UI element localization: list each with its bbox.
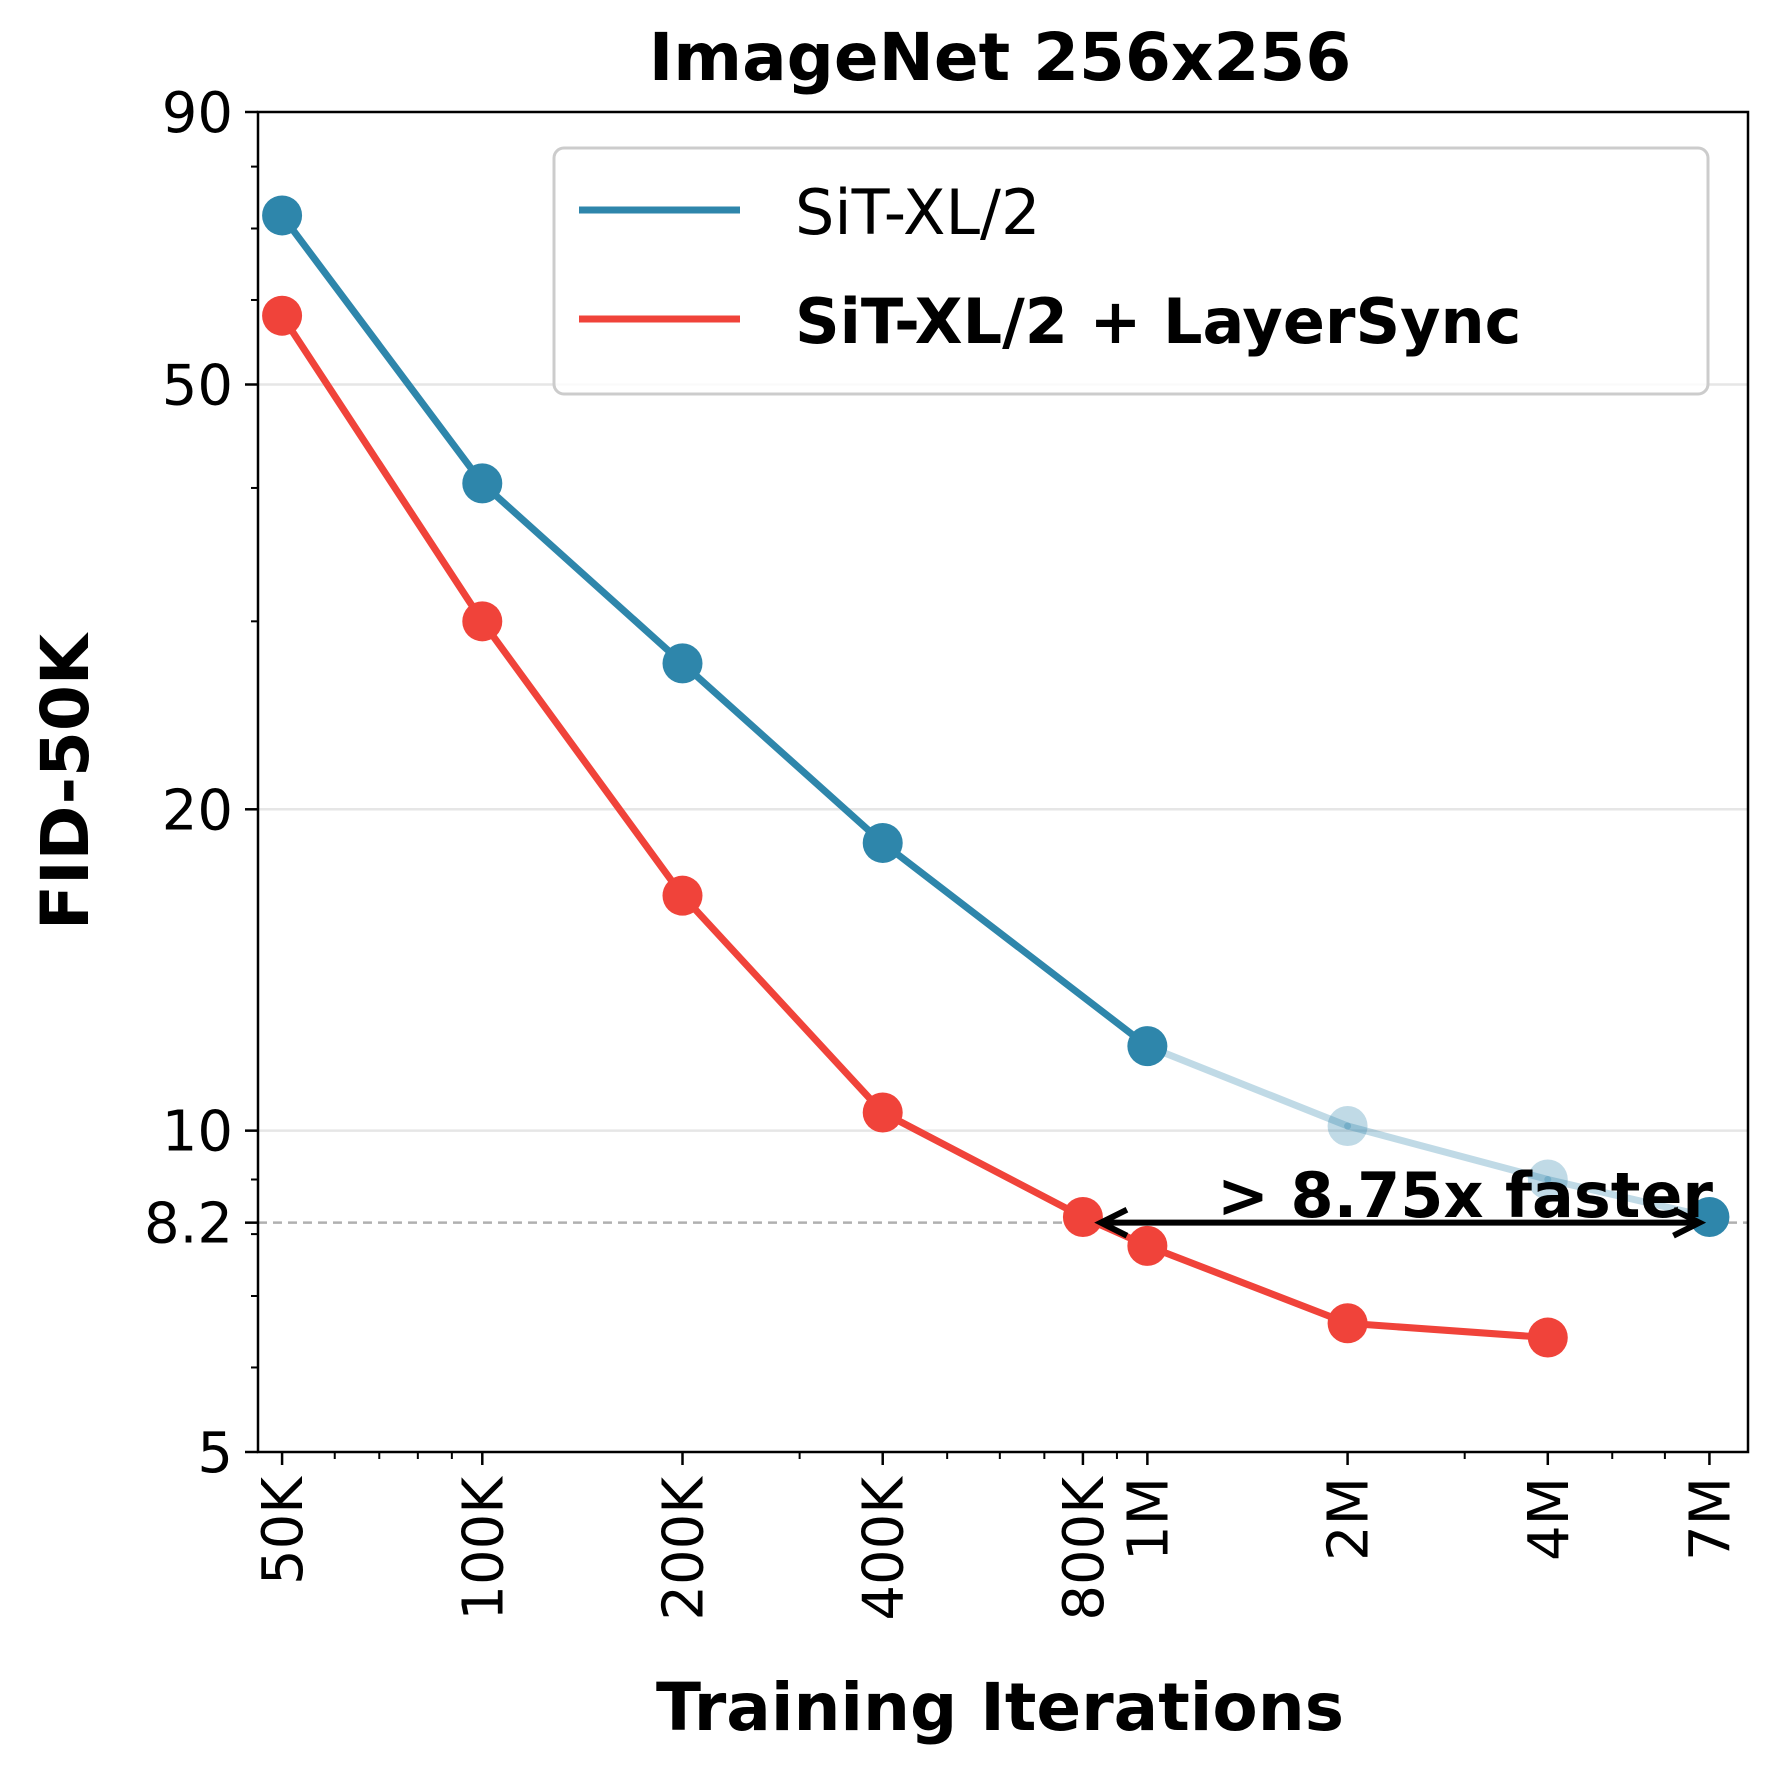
series-segment	[478, 617, 687, 900]
speedup-arrowhead-right	[1672, 1206, 1707, 1239]
x-tick-label: 400K	[852, 1476, 917, 1621]
series-segment	[1143, 1042, 1352, 1130]
y-axis-label: FID-50K	[27, 631, 104, 930]
legend-box	[552, 146, 1710, 396]
speedup-arrowhead-left	[1094, 1206, 1129, 1239]
layersync-point	[662, 875, 703, 916]
sit-point	[862, 822, 903, 863]
series-segment	[278, 312, 486, 625]
layersync-point	[1062, 1197, 1103, 1238]
legend-label-layersync: SiT-XL/2 + LayerSync	[795, 285, 1521, 358]
sit-point	[1689, 1197, 1730, 1238]
sit-point	[1327, 1106, 1368, 1147]
layersync-point	[1527, 1317, 1568, 1358]
x-tick-label: 100K	[451, 1476, 516, 1621]
x-tick-label: 800K	[1052, 1476, 1117, 1621]
y-tick-label: 10	[162, 1100, 233, 1165]
layersync-point	[1327, 1303, 1368, 1344]
y-tick-label: 8.2	[144, 1192, 233, 1257]
layersync-point	[462, 601, 503, 642]
layersync-point	[262, 295, 303, 336]
series-segment	[1344, 1319, 1552, 1342]
x-tick-label: 7M	[1678, 1477, 1743, 1561]
series-segment	[879, 1108, 1087, 1221]
y-tick-label: 50	[162, 354, 233, 419]
series-segment	[879, 839, 1151, 1050]
sit-point	[1527, 1159, 1568, 1200]
sit-point	[662, 643, 703, 684]
legend: SiT-XL/2 SiT-XL/2 + LayerSync	[552, 146, 1710, 396]
series-segment	[1344, 1122, 1552, 1183]
y-tick-label: 20	[162, 778, 233, 843]
x-tick-label: 2M	[1317, 1477, 1382, 1561]
chart-title: ImageNet 256x256	[649, 19, 1352, 96]
x-tick-label: 50K	[251, 1476, 316, 1585]
y-tick-label: 90	[162, 81, 233, 146]
sit-point	[1127, 1026, 1168, 1067]
x-axis-label: Training Iterations	[656, 1669, 1344, 1746]
series-segment	[1143, 1242, 1352, 1327]
series-segment	[679, 659, 887, 847]
x-tick-label: 200K	[652, 1476, 717, 1621]
sit-point	[262, 195, 303, 236]
series-layer	[262, 195, 1730, 1358]
layersync-point	[1127, 1225, 1168, 1266]
series-segment	[679, 892, 887, 1116]
x-tick-label: 1M	[1116, 1477, 1181, 1561]
sit-point	[462, 463, 503, 504]
legend-label-sit: SiT-XL/2	[795, 176, 1040, 249]
y-axis: 90 50 20 10 8.2 5	[144, 81, 258, 1486]
plot-frame	[256, 110, 1750, 1454]
series-segment	[478, 479, 687, 667]
x-axis: 50K 100K 200K 400K 800K 1M 2M 4M 7M	[251, 1452, 1743, 1621]
y-tick-label: 5	[197, 1421, 233, 1486]
series-segment	[278, 211, 486, 487]
speedup-annotation: > 8.75x faster	[1094, 1159, 1713, 1239]
layersync-point	[862, 1092, 903, 1133]
series-segment	[1544, 1175, 1713, 1221]
x-tick-label: 4M	[1517, 1477, 1582, 1561]
